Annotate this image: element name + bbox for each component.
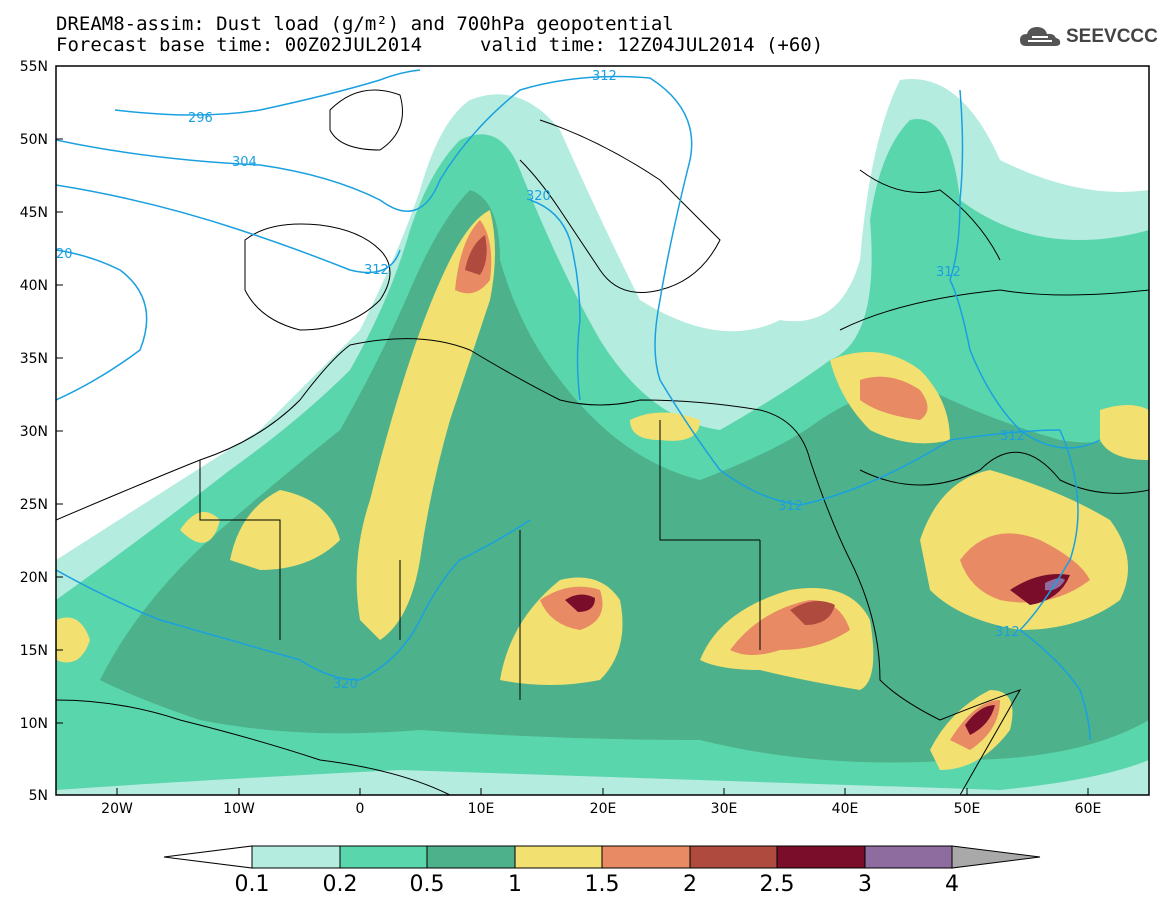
contour-label-312-caspian: 312 <box>936 265 961 280</box>
logo-text: SEEVCCC <box>1066 26 1158 47</box>
lat-label-50n: 50N <box>20 132 48 148</box>
colorbar-label-2.5: 2.5 <box>759 872 795 897</box>
lon-label-60e: 60E <box>1075 801 1102 817</box>
colorbar-bin-3 <box>426 845 516 869</box>
colorbar-bin-5 <box>601 845 691 869</box>
lon-label-0: 0 <box>356 801 365 817</box>
contour-label-312-north: 312 <box>592 69 617 84</box>
lat-label-15n: 15N <box>20 643 48 659</box>
colorbar-bin-4 <box>514 845 603 869</box>
lat-label-45n: 45N <box>20 205 48 221</box>
colorbar-bin-2 <box>339 845 428 869</box>
lon-label-50e: 50E <box>954 801 981 817</box>
coastlines <box>56 89 1149 795</box>
dust-field <box>56 66 1149 795</box>
lon-label-30e: 30E <box>711 801 738 817</box>
colorbar-label-4: 4 <box>945 872 959 897</box>
colorbar-label-0.2: 0.2 <box>322 872 358 897</box>
lon-label-40e: 40E <box>832 801 859 817</box>
tick-marks <box>56 65 1089 796</box>
colorbar-bin-6 <box>689 845 778 869</box>
geopotential-contours <box>56 69 1101 741</box>
colorbar-label-3: 3 <box>858 872 872 897</box>
lat-label-40n: 40N <box>20 278 48 294</box>
lat-label-30n: 30N <box>20 424 48 440</box>
contour-labels: 296 304 312 20 320 312 312 312 312 320 3… <box>56 69 1025 692</box>
contour-label-312-arabia: 312 <box>995 625 1020 640</box>
map-title: DREAM8-assim: Dust load (g/m²) and 700hP… <box>56 13 674 35</box>
valid-time: valid time: 12Z04JUL2014 (+60) <box>480 34 824 56</box>
contour-label-312-egypt: 312 <box>778 499 803 514</box>
colorbar-label-1: 1 <box>508 872 522 897</box>
lat-label-20n: 20N <box>20 570 48 586</box>
contour-label-20: 20 <box>56 247 73 262</box>
lon-label-10e: 10E <box>468 801 495 817</box>
lon-label-20w: 20W <box>101 801 133 817</box>
lat-label-35n: 35N <box>20 351 48 367</box>
seevccc-logo: SEEVCCC <box>1018 24 1158 50</box>
contour-label-312-gulf: 312 <box>1000 429 1025 444</box>
contour-label-312-iberia: 312 <box>364 263 389 278</box>
contour-label-320-sahel: 320 <box>333 677 358 692</box>
colorbar-high-arrow <box>951 845 1041 869</box>
colorbar-label-1.5: 1.5 <box>584 872 620 897</box>
forecast-base-time: Forecast base time: 00Z02JUL2014 <box>56 34 423 56</box>
contour-label-296: 296 <box>188 111 213 126</box>
contour-label-320-italy: 320 <box>526 189 551 204</box>
lon-label-10w: 10W <box>223 801 255 817</box>
cloud-icon <box>1020 27 1061 46</box>
colorbar-label-2: 2 <box>683 872 697 897</box>
lat-label-55n: 55N <box>20 59 48 75</box>
colorbar-bin-7 <box>776 845 866 869</box>
colorbar-bin-8 <box>864 845 953 869</box>
colorbar-low-arrow <box>163 845 253 869</box>
colorbar-label-0.1: 0.1 <box>234 872 270 897</box>
colorbar <box>163 845 1041 869</box>
contour-label-304: 304 <box>232 155 257 170</box>
lat-label-5n: 5N <box>29 788 48 804</box>
colorbar-label-0.5: 0.5 <box>409 872 445 897</box>
lat-label-25n: 25N <box>20 497 48 513</box>
colorbar-bin-1 <box>251 845 341 869</box>
lon-label-20e: 20E <box>590 801 617 817</box>
lat-labels: 55N 50N 45N 40N 35N 30N 25N 20N 15N 10N … <box>20 59 48 804</box>
lon-labels: 20W 10W 0 10E 20E 30E 40E 50E 60E <box>101 801 1101 817</box>
lat-label-10n: 10N <box>20 716 48 732</box>
